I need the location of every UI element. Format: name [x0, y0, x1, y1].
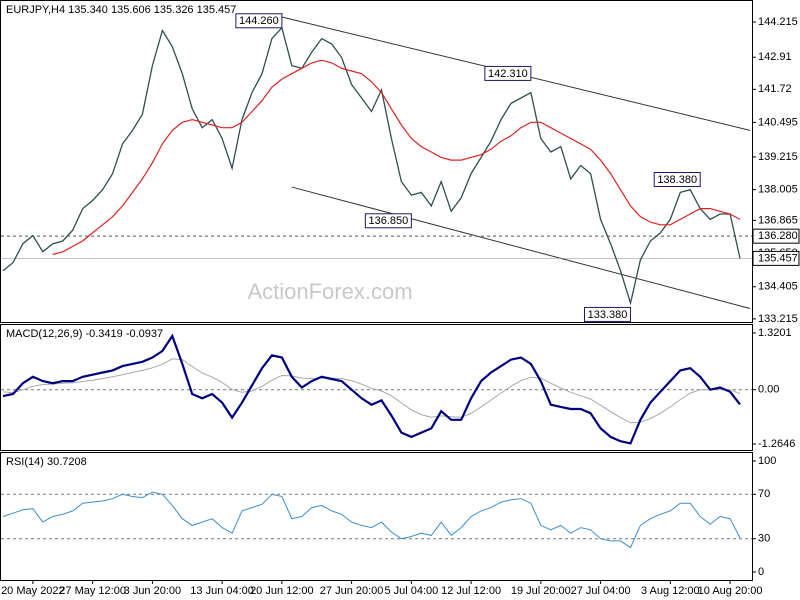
y-tick-label: 138.005: [758, 184, 798, 196]
y-tick-label: 140.495: [758, 116, 798, 128]
y-tick-label: 0.00: [758, 384, 779, 396]
level-box: [752, 228, 800, 244]
annotation-label: 142.310: [488, 68, 528, 80]
annotation-box: [653, 171, 701, 187]
annotation-box: [235, 13, 283, 29]
last-price-box: [752, 250, 800, 266]
y-tick-label: 70: [758, 488, 770, 500]
trend-line: [291, 186, 751, 309]
y-tick-label: 139.215: [758, 151, 798, 163]
watermark: ActionForex.com: [247, 279, 412, 304]
x-tick-label: 13 Jun 04:00: [190, 585, 254, 597]
y-tick-label: 1.3201: [758, 327, 792, 339]
rsi-title: RSI(14) 30.7208: [6, 456, 87, 468]
price-panel: [0, 0, 753, 323]
x-tick-label: 27 Jun 20:00: [320, 585, 384, 597]
y-tick-label: 136.865: [758, 214, 798, 226]
macd-line: [2, 333, 741, 445]
macd-panel: [0, 324, 753, 451]
annotation-label: 133.380: [588, 309, 628, 321]
y-tick-label: 0: [758, 566, 764, 578]
moving-average: [52, 59, 741, 256]
chart-header: EURJPY,H4 135.340 135.606 135.326 135.45…: [6, 4, 236, 16]
last-price-label: 135.457: [758, 252, 798, 264]
annotation-box: [364, 213, 412, 229]
y-tick-label: 134.405: [758, 281, 798, 293]
y-tick-label: -1.2646: [758, 438, 795, 450]
annotation-box: [484, 65, 532, 81]
x-tick-label: 10 Aug 20:00: [698, 585, 763, 597]
y-tick-label: 141.72: [758, 83, 792, 95]
annotation-label: 138.380: [657, 174, 697, 186]
x-tick-label: 20 May 2022: [1, 585, 65, 597]
x-tick-label: 27 Jul 04:00: [571, 585, 631, 597]
y-tick-label: 30: [758, 533, 770, 545]
x-tick-label: 3 Jun 20:00: [124, 585, 182, 597]
macd-title: MACD(12,26,9) -0.3419 -0.0937: [6, 328, 163, 340]
x-tick-label: 5 Jul 04:00: [384, 585, 438, 597]
y-tick-label: 142.91: [758, 51, 792, 63]
y-tick-label: 100: [758, 455, 776, 467]
x-tick-label: 12 Jul 12:00: [441, 585, 501, 597]
annotation-label: 144.260: [239, 15, 279, 27]
y-tick-label: 144.215: [758, 16, 798, 28]
x-tick-label: 27 May 12:00: [59, 585, 126, 597]
y-tick-label: 133.215: [758, 313, 798, 325]
rsi-panel: [0, 452, 753, 581]
annotation-label: 136.850: [368, 215, 408, 227]
signal-line: [2, 358, 741, 424]
x-tick-label: 19 Jul 20:00: [511, 585, 571, 597]
level-label: 136.280: [758, 230, 798, 242]
x-tick-label: 3 Aug 12:00: [641, 585, 700, 597]
x-tick-label: 20 Jun 12:00: [250, 585, 314, 597]
annotation-box: [583, 306, 631, 322]
rsi-line: [2, 491, 741, 549]
price-line: [2, 26, 741, 306]
